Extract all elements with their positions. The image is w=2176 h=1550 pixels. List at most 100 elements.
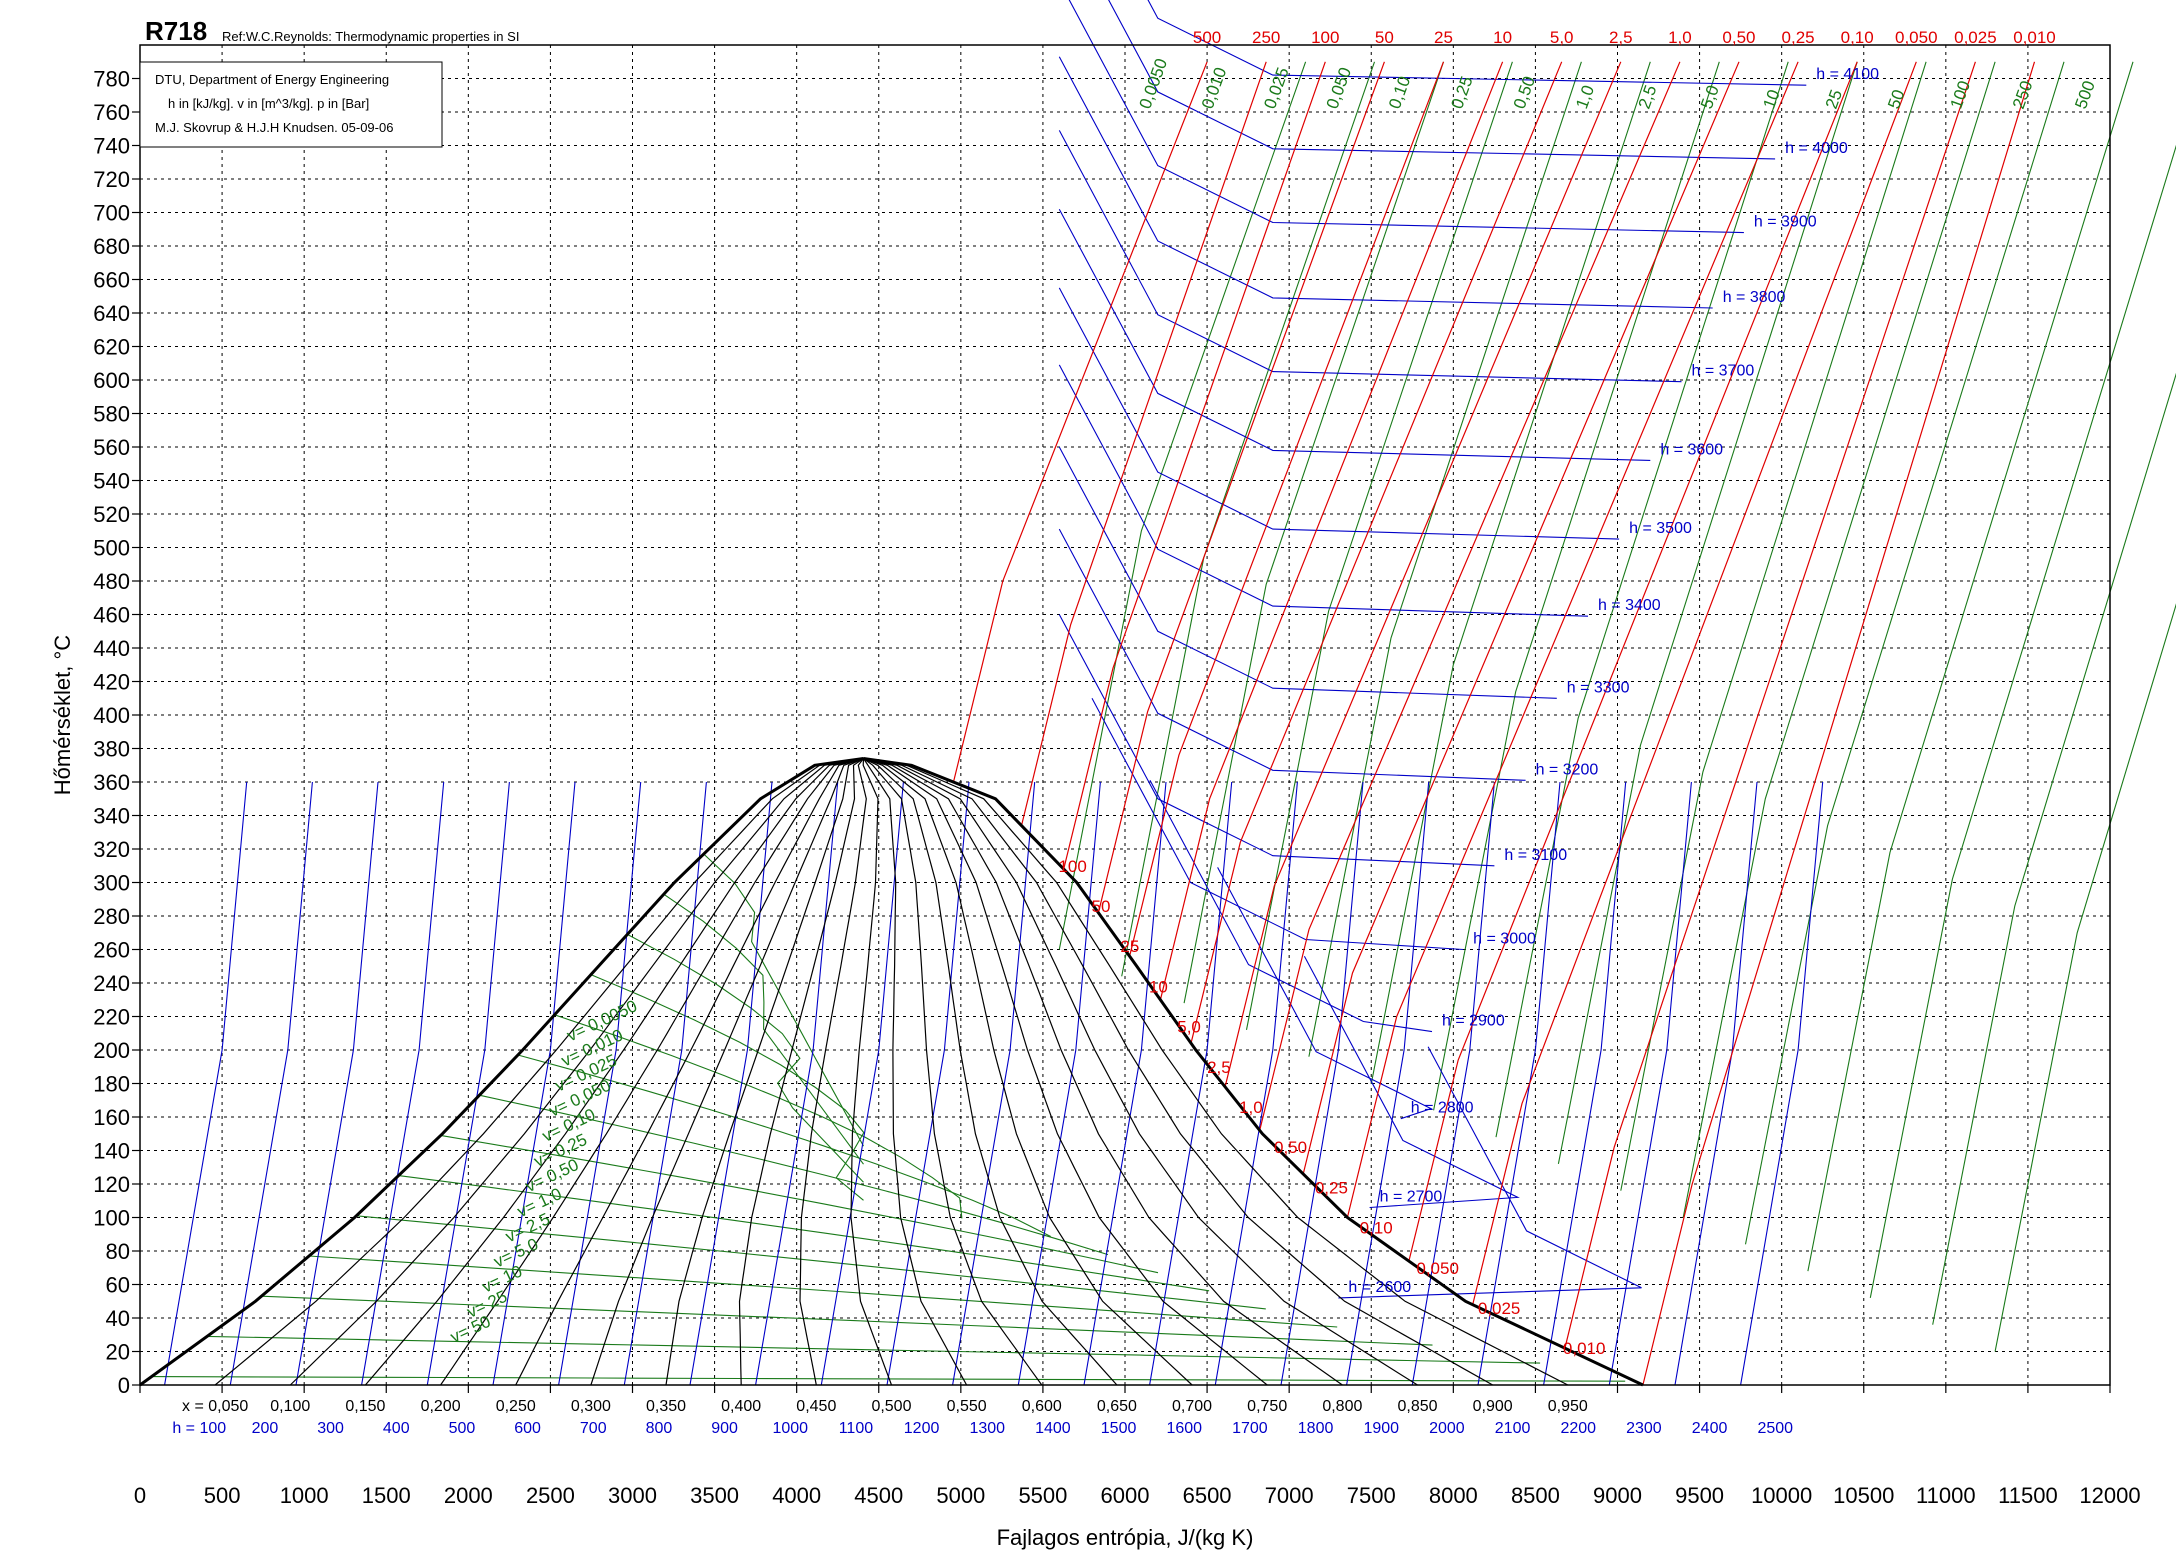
x-tick-label: 9500 [1675,1483,1724,1508]
quality-label: 0,900 [1473,1398,1513,1415]
enthalpy-label: 1300 [969,1420,1005,1437]
quality-line [863,757,1569,1386]
pressure-label: 0,025 [1478,1299,1521,1318]
volume-line [590,974,865,1201]
quality-line [850,758,893,1386]
quality-label: 0,200 [421,1398,461,1415]
y-tick-label: 780 [93,67,130,92]
enthalpy-line [1303,955,1520,1209]
quality-line [799,758,867,1386]
volume-line [1058,61,1307,950]
y-tick-label: 520 [93,502,130,527]
volume-line [1932,372,2176,1325]
enthalpy-label: 2200 [1560,1420,1596,1437]
pressure-label: 25 [1120,937,1139,956]
y-tick-label: 340 [93,804,130,829]
volume-line [627,933,864,1183]
pressure-label: 10 [1493,28,1512,47]
enthalpy-line [886,781,970,1386]
enthalpy-line [952,781,1036,1386]
enthalpy-line [1149,780,1433,1033]
enthalpy-label: 200 [252,1420,279,1437]
enthalpy-label: 1600 [1166,1420,1202,1437]
enthalpy-label: h = 4100 [1816,66,1879,83]
info-line-1: DTU, Department of Energy Engineering [155,72,389,87]
y-tick-label: 0 [118,1373,130,1398]
y-tick-label: 220 [93,1005,130,1030]
y-tick-label: 360 [93,770,130,795]
info-line-2: h in [kJ/kg]. v in [m^3/kg]. p in [Bar] [168,96,369,111]
pressure-isobar [1259,61,1681,1131]
enthalpy-label: h = 2900 [1442,1013,1505,1030]
info-box [139,61,443,148]
chart-title: R718 [145,16,207,46]
quality-label: 0,500 [871,1398,911,1415]
x-tick-label: 6500 [1183,1483,1232,1508]
quality-line [863,758,1043,1386]
enthalpy-label: 2000 [1429,1420,1465,1437]
y-tick-label: 540 [93,469,130,494]
pressure-label: 0,010 [2013,28,2056,47]
enthalpy-line [1058,130,1682,383]
x-tick-label: 3500 [690,1483,739,1508]
pressure-isobar [1159,61,1504,1000]
quality-line [214,757,864,1386]
x-tick-label: 2500 [526,1483,575,1508]
enthalpy-label: 1200 [904,1420,940,1437]
x-tick-label: 11500 [1998,1483,2058,1508]
quality-label: 0,300 [571,1398,611,1415]
enthalpy-line [1674,781,1758,1386]
pressure-label: 0,10 [1841,28,1874,47]
x-tick-label: 0 [134,1483,146,1508]
quality-label: 0,100 [270,1398,310,1415]
quality-label: 0,950 [1548,1398,1588,1415]
pressure-label: 5,0 [1550,28,1574,47]
y-tick-label: 320 [93,837,130,862]
quality-label: 0,800 [1322,1398,1362,1415]
enthalpy-label: h = 2800 [1411,1100,1474,1117]
pressure-label: 1,0 [1668,28,1692,47]
volume-line [398,1175,1210,1292]
x-tick-label: 12000 [2079,1483,2140,1508]
enthalpy-line [755,781,839,1386]
enthalpy-label: h = 3100 [1504,847,1567,864]
y-tick-label: 140 [93,1139,130,1164]
enthalpy-line [1338,1046,1642,1299]
quality-line [515,757,864,1386]
volume-line [479,1094,1109,1256]
enthalpy-label: 1800 [1298,1420,1334,1437]
volume-line [1744,61,2065,1245]
volume-line [1682,61,1996,1218]
x-tick-label: 2000 [444,1483,493,1508]
y-tick-label: 740 [93,134,130,159]
enthalpy-line [1058,287,1620,540]
pressure-isobar [1408,61,1858,1262]
y-tick-label: 700 [93,201,130,226]
volume-line [1869,144,2176,1299]
quality-label: 0,400 [721,1398,761,1415]
quality-line [863,757,1118,1386]
volume-line [1183,61,1445,1004]
enthalpy-label: h = 100 [172,1420,226,1437]
enthalpy-line [623,781,707,1386]
enthalpy-line [1058,208,1651,461]
enthalpy-line [1411,781,1495,1386]
y-tick-label: 660 [93,268,130,293]
saturated-vapor-line [863,757,1644,1387]
quality-line [863,757,1418,1386]
enthalpy-line [1058,614,1495,867]
enthalpy-label: 300 [317,1420,344,1437]
quality-line [665,757,864,1386]
x-tick-label: 500 [204,1483,241,1508]
pressure-label: 0,025 [1954,28,1997,47]
x-tick-label: 5000 [936,1483,985,1508]
y-tick-label: 440 [93,636,130,661]
enthalpy-label: 500 [449,1420,476,1437]
volume-line [517,1054,1051,1237]
quality-label: 0,850 [1397,1398,1437,1415]
quality-line [863,757,1493,1386]
enthalpy-line [558,781,642,1386]
enthalpy-label: h = 3700 [1692,363,1755,380]
y-tick-label: 720 [93,167,130,192]
